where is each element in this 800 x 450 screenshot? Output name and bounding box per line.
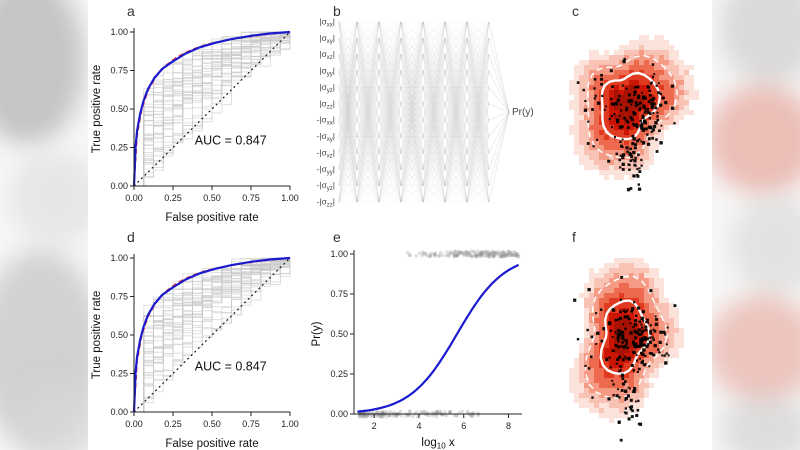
panel-a-roc: a 0.00 0.25 0.50 0.75 1.00 0.00 0.25 0.50 0.75 1.… [88, 2, 308, 224]
background-blur-blob [720, 395, 800, 450]
svg-text:4: 4 [416, 421, 421, 431]
background-blur-right [712, 0, 800, 450]
svg-text:Pr(y): Pr(y) [311, 321, 323, 346]
svg-text:8: 8 [506, 421, 511, 431]
svg-text:0.75: 0.75 [242, 419, 260, 429]
svg-text:0.25: 0.25 [110, 369, 128, 379]
figure-canvas: a 0.00 0.25 0.50 0.75 1.00 0.00 0.25 0.50 0.75 1.… [88, 0, 712, 450]
panel-label-e: e [333, 229, 341, 245]
svg-text:0.25: 0.25 [164, 419, 182, 429]
sigmoid-chart: 2 4 6 8 0.00 0.25 0.50 0.75 1.00 Pr(y) log10 x [311, 249, 522, 450]
panel-f-heatmap: f [552, 228, 712, 450]
svg-text:0.50: 0.50 [203, 193, 221, 203]
svg-text:0.50: 0.50 [110, 104, 128, 114]
svg-text:0.00: 0.00 [125, 193, 143, 203]
svg-text:-|σyy|: -|σyy| [316, 164, 335, 176]
background-blur-blob [18, 385, 88, 450]
svg-text:-|σxx|: -|σxx| [316, 115, 335, 127]
network-diagram: |σxx| |σxy| |σxz| |σyy| |σyz| |σzz| -|σxx| -|σx… [316, 17, 534, 209]
svg-text:|σxx|: |σxx| [319, 17, 335, 29]
svg-text:1.00: 1.00 [110, 27, 128, 37]
svg-text:|σxz|: |σxz| [319, 49, 335, 61]
heatmap-f [569, 258, 684, 442]
panel-d-roc: d 0.00 0.25 0.50 0.75 1.00 0.00 0.25 0.50 0.75 1.… [88, 228, 308, 450]
svg-text:0.00: 0.00 [125, 419, 143, 429]
heatmap-c [569, 35, 699, 192]
svg-text:0.75: 0.75 [110, 66, 128, 76]
svg-text:|σyy|: |σyy| [319, 66, 335, 78]
panel-label-a: a [127, 3, 135, 19]
svg-text:0.00: 0.00 [110, 407, 128, 417]
background-blur-left [0, 0, 88, 450]
svg-text:-|σzz|: -|σzz| [316, 197, 335, 209]
svg-text:1.00: 1.00 [330, 249, 348, 259]
svg-text:True positive rate: True positive rate [91, 291, 103, 379]
svg-text:-|σxz|: -|σxz| [316, 147, 335, 159]
svg-text:1.00: 1.00 [281, 193, 299, 203]
svg-text:0.50: 0.50 [330, 329, 348, 339]
svg-text:|σyz|: |σyz| [319, 82, 335, 94]
svg-text:0.50: 0.50 [203, 419, 221, 429]
svg-text:-|σyz|: -|σyz| [316, 180, 335, 192]
svg-text:False positive rate: False positive rate [165, 212, 258, 224]
svg-text:0.25: 0.25 [110, 143, 128, 153]
svg-text:0.25: 0.25 [330, 369, 348, 379]
panel-label-b: b [333, 3, 341, 19]
background-blur-blob [730, 195, 800, 295]
svg-text:|σzz|: |σzz| [319, 98, 335, 110]
svg-text:1.00: 1.00 [110, 253, 128, 263]
svg-text:1.00: 1.00 [281, 419, 299, 429]
svg-text:AUC = 0.847: AUC = 0.847 [195, 133, 267, 147]
svg-text:True positive rate: True positive rate [91, 65, 103, 153]
background-blur-blob [0, 0, 85, 145]
panel-label-f: f [572, 229, 576, 245]
svg-text:|σxy|: |σxy| [319, 33, 335, 45]
background-blur-blob [712, 295, 800, 403]
panel-label-c: c [572, 3, 579, 19]
panel-b-network: b |σxx| |σxy| |σxz| |σyy| |σyz| |σzz| -|σxx| -|… [308, 2, 548, 224]
background-blur-blob [720, 0, 800, 85]
svg-text:-|σxy|: -|σxy| [316, 131, 335, 143]
svg-text:0.00: 0.00 [330, 409, 348, 419]
svg-text:0.00: 0.00 [110, 181, 128, 191]
svg-text:0.75: 0.75 [330, 289, 348, 299]
svg-text:0.75: 0.75 [110, 292, 128, 302]
svg-text:0.50: 0.50 [110, 330, 128, 340]
svg-text:False positive rate: False positive rate [165, 438, 258, 450]
svg-text:2: 2 [372, 421, 377, 431]
panel-c-heatmap: c [552, 2, 712, 224]
svg-text:log10 x: log10 x [421, 437, 454, 450]
background-blur-blob [712, 85, 800, 195]
svg-text:0.75: 0.75 [242, 193, 260, 203]
roc-chart-d: 0.00 0.25 0.50 0.75 1.00 0.00 0.25 0.50 0.75 1.00… [91, 253, 299, 450]
svg-text:AUC = 0.847: AUC = 0.847 [195, 359, 267, 373]
svg-text:6: 6 [461, 421, 466, 431]
panel-label-d: d [127, 229, 135, 245]
panel-e-sigmoid: e 2 4 6 8 0.00 0.25 0.50 0.75 1.00 Pr(y) log10 x [308, 228, 548, 450]
svg-text:Pr(y): Pr(y) [512, 107, 534, 118]
svg-text:0.25: 0.25 [164, 193, 182, 203]
background-blur-blob [8, 150, 88, 245]
roc-chart-a: 0.00 0.25 0.50 0.75 1.00 0.00 0.25 0.50 0.75 1.00… [91, 27, 299, 224]
